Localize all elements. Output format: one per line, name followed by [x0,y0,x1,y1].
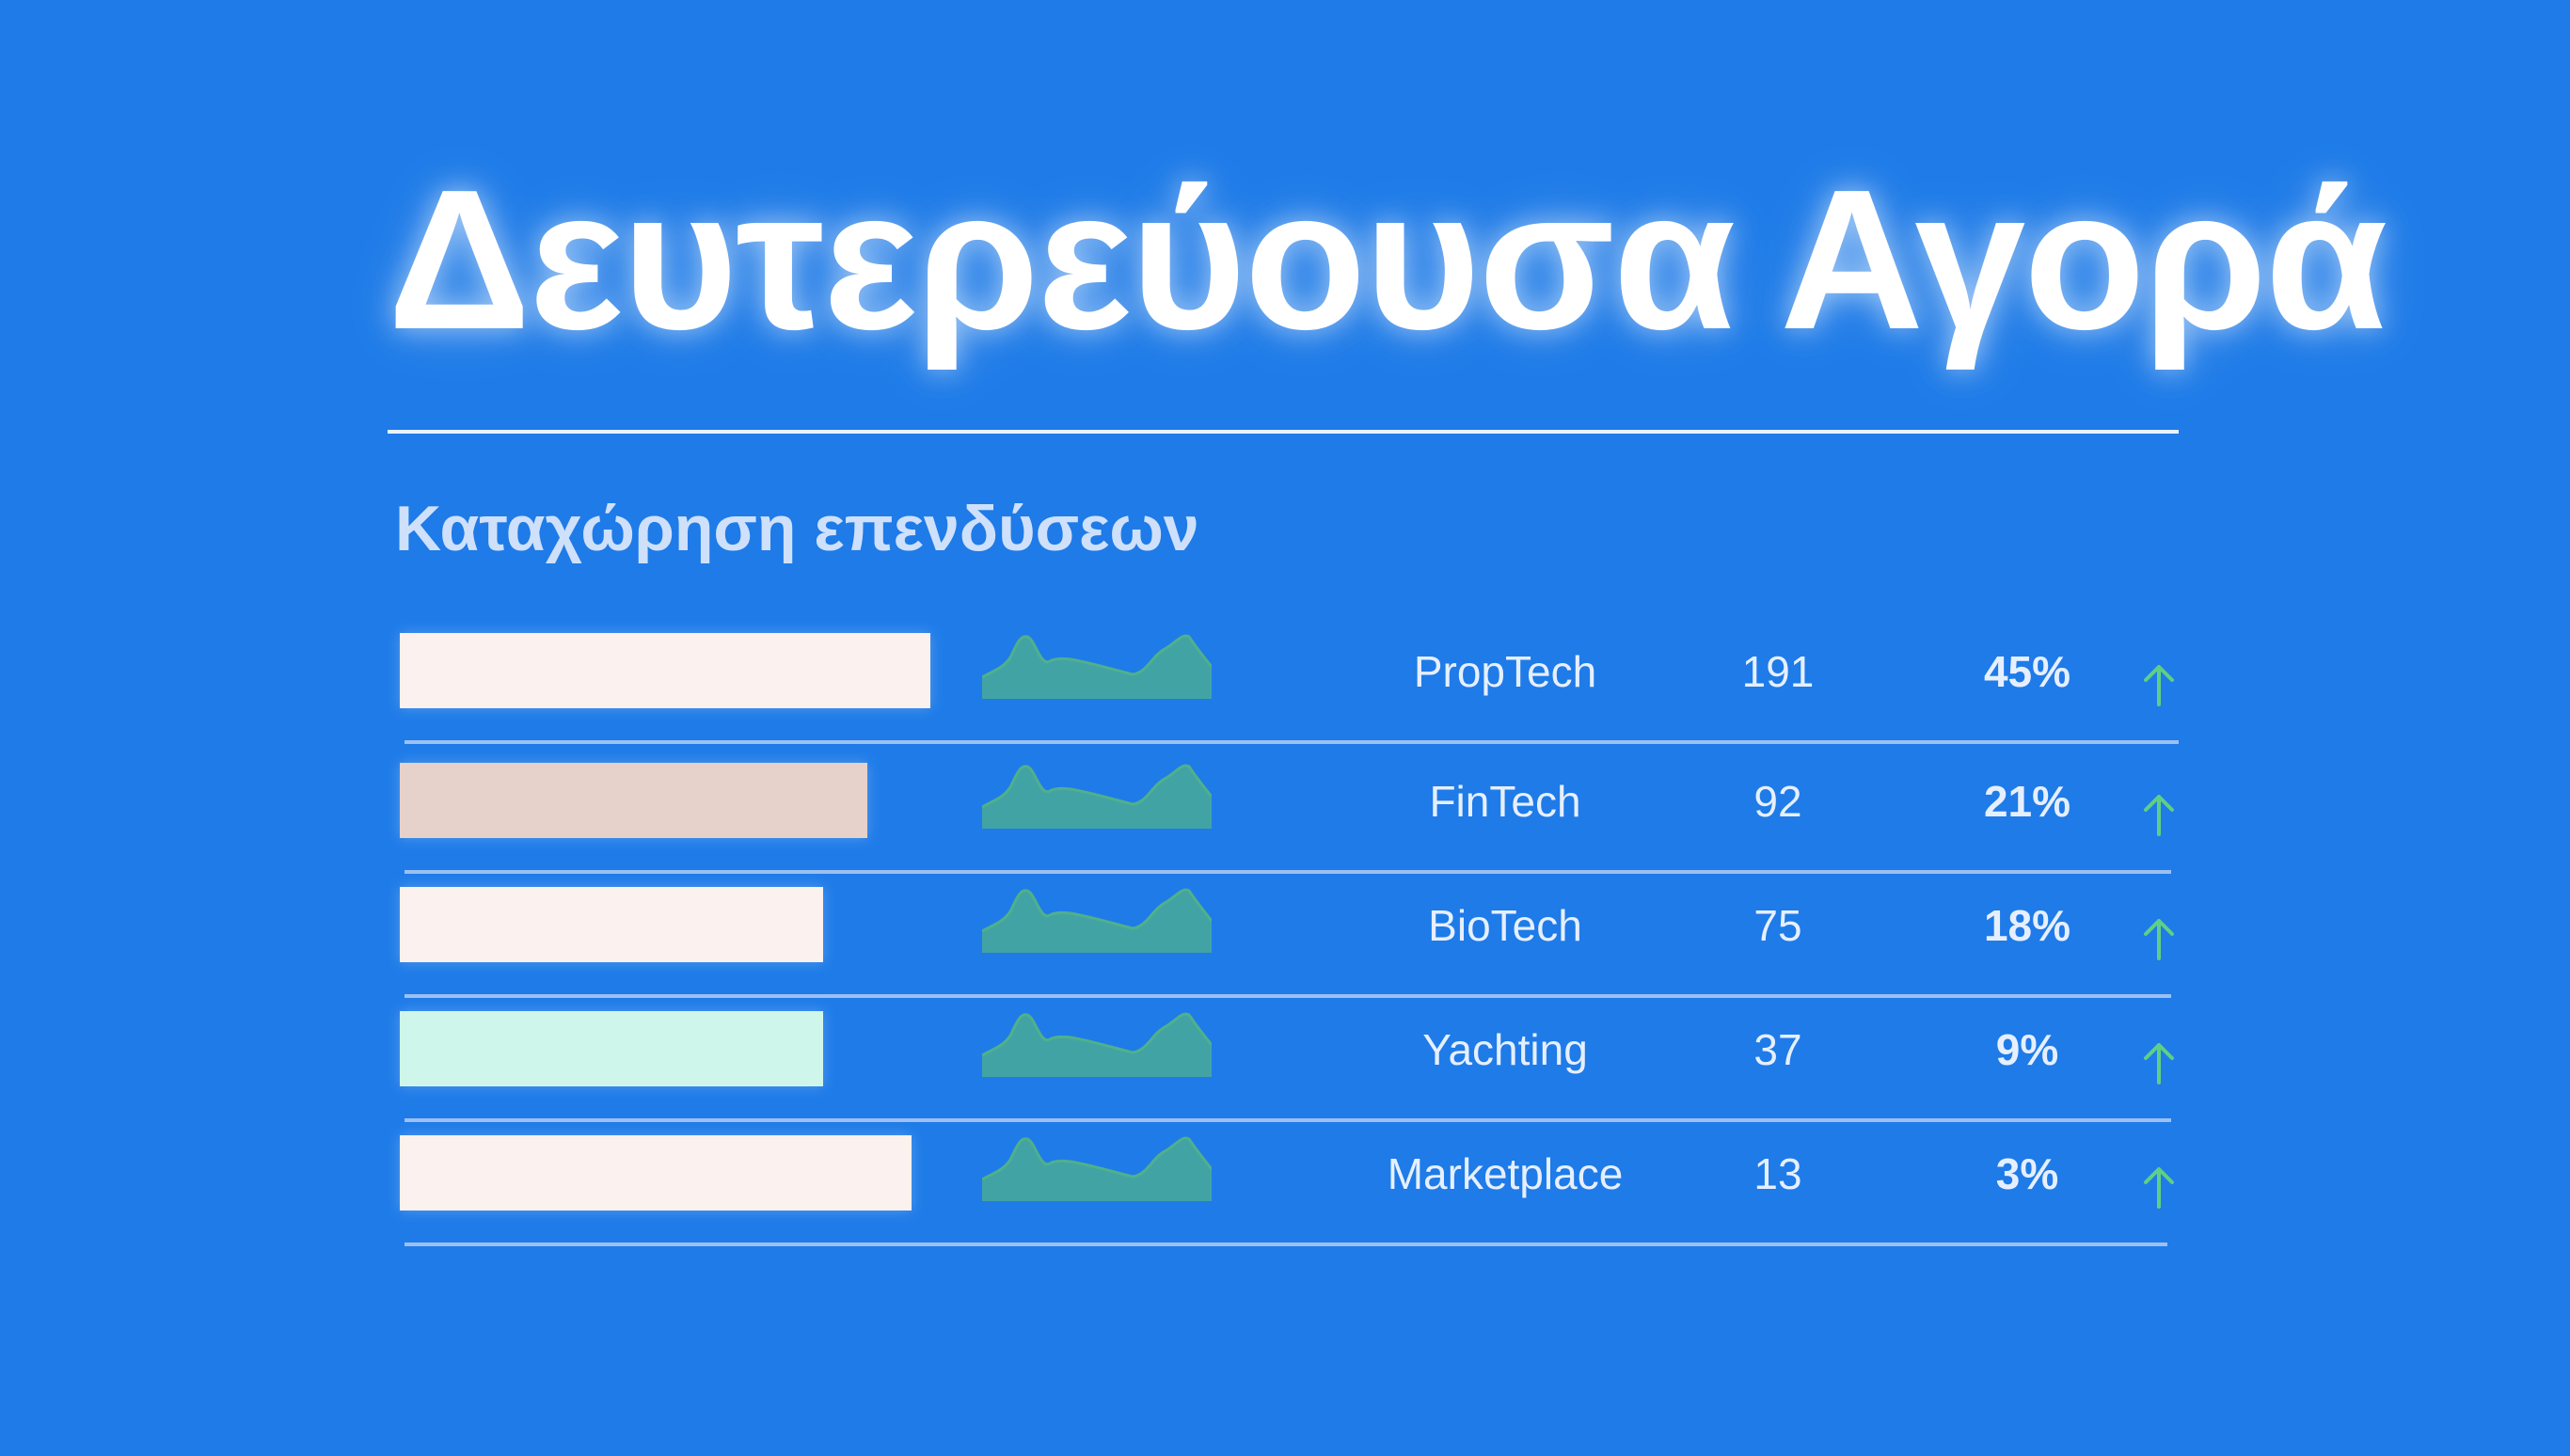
category-name: BioTech [1428,901,1582,950]
sparkline-chart [982,1012,1212,1077]
count-value: 75 [1753,901,1802,950]
percent-value: 9% [1995,1025,2059,1074]
sparkline-chart [982,634,1212,699]
row-divider [405,1118,2171,1122]
table-row[interactable]: BioTech 75 18% [0,887,2570,1011]
arrow-up-icon [2144,665,2174,706]
percent-value: 3% [1995,1149,2059,1198]
arrow-up-icon [2144,919,2174,960]
sparkline-chart [982,1136,1212,1201]
percent-value: 21% [1983,777,2071,826]
row-divider [405,740,2179,744]
table-row[interactable]: PropTech 191 45% [0,633,2570,757]
table-row[interactable]: FinTech 92 21% [0,763,2570,887]
section-subtitle: Καταχώρηση επενδύσεων [395,493,1199,564]
category-name: FinTech [1429,777,1581,826]
sparkline-chart [982,888,1212,953]
count-value: 191 [1741,647,1815,696]
share-bar [400,887,823,962]
row-divider [405,870,2171,874]
table-row[interactable]: Yachting 37 9% [0,1011,2570,1135]
share-bar [400,1135,912,1211]
share-bar [400,1011,823,1086]
title-divider [388,430,2179,434]
row-divider [405,1242,2167,1246]
table-row[interactable]: Marketplace 13 3% [0,1135,2570,1259]
share-bar [400,633,930,708]
category-name: PropTech [1413,647,1597,696]
category-name: Marketplace [1387,1149,1624,1198]
arrow-up-icon [2144,1043,2174,1084]
share-bar [400,763,867,838]
count-value: 13 [1753,1149,1802,1198]
percent-value: 45% [1983,647,2071,696]
arrow-up-icon [2144,1167,2174,1209]
category-name: Yachting [1422,1025,1588,1074]
count-value: 37 [1753,1025,1802,1074]
percent-value: 18% [1983,901,2071,950]
row-divider [405,994,2171,998]
page-title: Δευτερεύουσα Αγορά [388,148,2388,371]
sparkline-chart [982,764,1212,829]
arrow-up-icon [2144,795,2174,836]
count-value: 92 [1753,777,1802,826]
